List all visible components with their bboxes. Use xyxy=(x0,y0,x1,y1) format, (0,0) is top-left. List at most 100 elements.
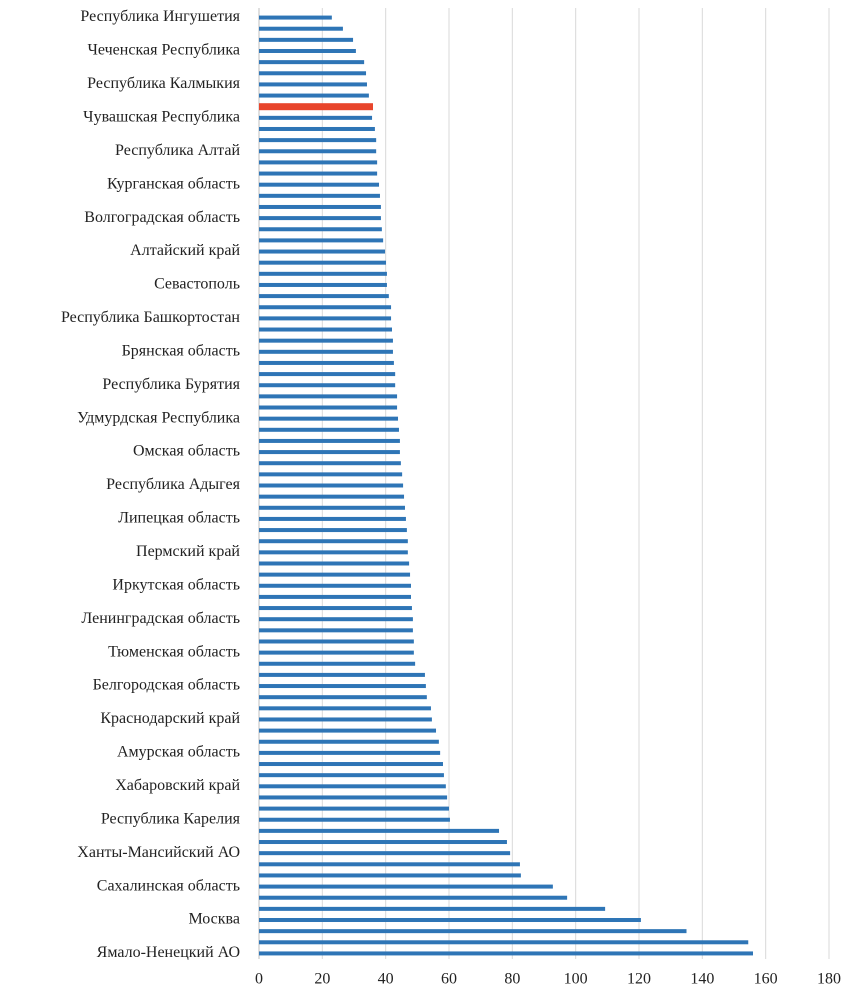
bar xyxy=(259,316,392,321)
bar xyxy=(259,806,449,811)
bar xyxy=(259,349,393,354)
bar xyxy=(259,739,439,744)
bar xyxy=(259,450,400,455)
bar xyxy=(259,494,405,499)
bar xyxy=(259,372,396,377)
bar xyxy=(259,583,411,588)
y-tick-label: Москва xyxy=(188,911,240,928)
bar xyxy=(259,138,377,143)
bar xyxy=(259,606,412,611)
bar xyxy=(259,684,426,689)
bar xyxy=(259,60,365,65)
bar xyxy=(259,48,356,53)
bar xyxy=(259,238,384,243)
y-tick-label: Республика Ингушетия xyxy=(80,8,240,25)
y-tick-label: Севастополь xyxy=(154,276,240,293)
bar xyxy=(259,717,432,722)
y-tick-label: Чеченская Республика xyxy=(88,42,240,59)
y-tick-label: Липецкая область xyxy=(118,510,240,527)
x-tick-label: 120 xyxy=(627,971,651,988)
y-tick-label: Белгородская область xyxy=(93,677,240,694)
bar xyxy=(259,762,443,767)
bar xyxy=(259,661,416,666)
bar xyxy=(259,461,401,466)
bar xyxy=(259,360,394,365)
y-tick-label: Республика Башкортостан xyxy=(61,309,240,326)
x-tick-label: 0 xyxy=(255,971,263,988)
bar xyxy=(259,750,441,755)
y-tick-label: Сахалинская область xyxy=(97,877,240,894)
y-tick-label: Волгоградская область xyxy=(84,209,240,226)
bar xyxy=(259,427,399,432)
bar xyxy=(259,539,408,544)
bar xyxy=(259,929,687,934)
y-tick-label: Ленинградская область xyxy=(81,610,240,627)
y-tick-label: Республика Калмыкия xyxy=(87,75,240,92)
bar xyxy=(259,840,507,845)
bar xyxy=(259,572,411,577)
x-tick-label: 20 xyxy=(314,971,330,988)
y-tick-label: Амурская область xyxy=(117,744,240,761)
bar xyxy=(259,160,378,165)
bar xyxy=(259,227,382,232)
y-tick-label: Пермский край xyxy=(136,543,240,560)
bar xyxy=(259,795,448,800)
bar xyxy=(259,695,427,700)
bar xyxy=(259,873,521,878)
bar xyxy=(259,617,413,622)
bar xyxy=(259,639,414,644)
bar xyxy=(259,817,450,822)
bar xyxy=(259,37,354,42)
x-tick-label: 160 xyxy=(754,971,778,988)
bar xyxy=(259,93,369,98)
bar xyxy=(259,940,749,945)
bar xyxy=(259,862,520,867)
bar xyxy=(259,906,606,911)
bar xyxy=(259,71,367,76)
y-tick-label: Краснодарский край xyxy=(100,710,240,727)
y-tick-label: Брянская область xyxy=(122,342,240,359)
bar xyxy=(259,550,408,555)
bar xyxy=(259,505,405,510)
x-tick-label: 140 xyxy=(690,971,714,988)
y-tick-label: Иркутская область xyxy=(112,576,240,593)
bar xyxy=(259,26,343,31)
bar xyxy=(259,15,332,20)
y-tick-label: Тюменская область xyxy=(108,643,240,660)
x-tick-label: 80 xyxy=(504,971,520,988)
bar xyxy=(259,193,380,198)
y-tick-label: Республика Бурятия xyxy=(102,376,240,393)
bar xyxy=(259,784,446,789)
bar xyxy=(259,516,406,521)
bar xyxy=(259,884,553,889)
bar xyxy=(259,82,367,87)
y-tick-label: Республика Алтай xyxy=(115,142,240,159)
bar xyxy=(259,528,407,533)
bar xyxy=(259,126,375,131)
y-tick-label: Омская область xyxy=(133,443,240,460)
bar xyxy=(259,271,387,276)
bar xyxy=(259,204,381,209)
bar xyxy=(259,628,413,633)
bar xyxy=(259,828,500,833)
bar xyxy=(259,773,444,778)
bar xyxy=(259,951,753,956)
bar xyxy=(259,383,396,388)
y-tick-label: Чувашская Республика xyxy=(83,109,240,126)
y-tick-label: Удмурдская Республика xyxy=(77,409,240,426)
bar xyxy=(259,294,389,299)
bar xyxy=(259,149,377,154)
y-tick-label: Хабаровский край xyxy=(115,777,240,794)
bar xyxy=(259,918,641,923)
bar xyxy=(259,438,400,443)
bar xyxy=(259,895,568,900)
bar xyxy=(259,327,392,332)
bar xyxy=(259,216,381,221)
bar xyxy=(259,338,393,343)
bar xyxy=(259,561,410,566)
bar xyxy=(259,103,373,111)
bar xyxy=(259,260,386,265)
x-tick-label: 40 xyxy=(378,971,394,988)
bar xyxy=(259,672,425,677)
